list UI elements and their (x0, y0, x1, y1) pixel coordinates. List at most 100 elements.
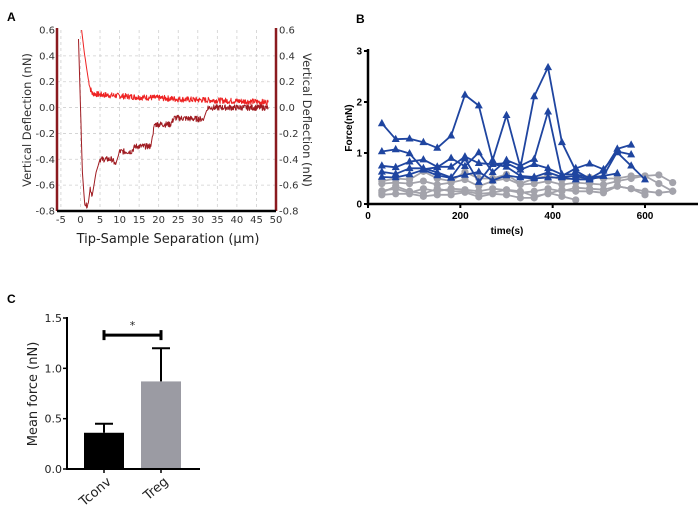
b-point-triangle (502, 162, 511, 170)
a-tick-labels: -5 0 5 10 15 20 25 30 35 40 45 50-0.8 -0.8-0.6 -0.6-0… (35, 26, 298, 227)
c-y-tick-label: 0.0 (45, 463, 63, 476)
c-x-tick-label: Tconv (76, 474, 115, 510)
b-point-circle (419, 177, 427, 185)
b-point-triangle (419, 165, 428, 173)
b-point-circle (558, 181, 566, 189)
b-point-triangle (627, 150, 636, 158)
b-point-circle (655, 189, 663, 197)
b-point-triangle (571, 175, 580, 183)
b-point-circle (530, 187, 538, 195)
a-y-tick-label-right: 0.2 (279, 77, 295, 88)
c-significance: * (102, 319, 163, 341)
b-point-triangle (405, 149, 414, 157)
c-x-tick-label: Treg (140, 475, 171, 505)
a-y-tick-label: 0.6 (39, 26, 55, 37)
b-point-circle (516, 187, 524, 195)
b-point-triangle (557, 137, 566, 146)
b-point-circle (641, 191, 649, 199)
a-y-tick-label: -0.2 (35, 129, 55, 140)
b-point-circle (627, 185, 635, 193)
b-point-triangle (530, 174, 539, 182)
b-point-triangle (544, 163, 553, 172)
b-point-circle (530, 192, 538, 200)
b-point-circle (558, 186, 566, 194)
b-point-triangle (447, 162, 456, 170)
b-y-tick-label: 3 (356, 47, 362, 58)
b-tick-labels: 0 1 2 3 0 200 400 600 (356, 47, 653, 223)
b-point-triangle (447, 131, 456, 139)
b-y-tick-label: 0 (356, 200, 362, 211)
a-y-tick-label: -0.4 (35, 155, 55, 166)
b-point-circle (378, 180, 386, 188)
b-point-triangle (460, 90, 469, 98)
b-point-triangle (460, 161, 469, 170)
a-y-tick-label: 0.0 (39, 103, 55, 114)
b-point-circle (392, 190, 400, 198)
panel-label-b: B (356, 12, 365, 26)
b-point-triangle (488, 167, 497, 176)
a-y-axis-label: Vertical Deflection (nN) (20, 53, 34, 187)
b-point-triangle (488, 176, 497, 184)
b-point-circle (613, 177, 621, 185)
a-x-tick-label: 45 (250, 215, 263, 226)
a-y-tick-label-right: 0.4 (279, 51, 295, 62)
a-y-axis-label-right: Vertical Deflection (nN) (300, 53, 314, 187)
b-axes (364, 49, 698, 208)
b-point-triangle (557, 172, 566, 181)
b-x-tick-label: 400 (544, 211, 561, 222)
b-point-circle (378, 189, 386, 197)
b-point-triangle (377, 161, 386, 169)
b-point-triangle (530, 159, 539, 168)
c-bars (84, 347, 181, 469)
b-point-triangle (391, 144, 400, 153)
a-series-approach (81, 29, 269, 106)
c-y-tick-label: 0.5 (45, 413, 63, 426)
b-point-triangle (516, 165, 525, 173)
a-y-tick-label: -0.8 (35, 207, 55, 218)
b-point-triangle (488, 159, 497, 168)
b-point-triangle (433, 162, 442, 170)
a-y-tick-label-right: -0.2 (279, 129, 299, 140)
b-point-circle (516, 194, 524, 202)
b-point-triangle (488, 155, 497, 163)
b-point-triangle (419, 137, 428, 146)
b-point-triangle (474, 101, 483, 109)
b-point-triangle (405, 163, 414, 172)
b-point-triangle (474, 177, 483, 185)
b-series (377, 62, 677, 204)
b-point-circle (669, 178, 677, 187)
a-y-tick-label: -0.6 (35, 181, 55, 192)
b-point-triangle (377, 118, 386, 127)
b-point-triangle (391, 162, 400, 171)
a-x-tick-label: 25 (172, 215, 185, 226)
b-point-circle (447, 187, 455, 195)
b-point-circle (544, 190, 552, 198)
b-point-triangle (460, 154, 469, 162)
b-point-triangle (447, 153, 456, 161)
b-point-triangle (405, 157, 414, 165)
c-y-axis-label: Mean force (nN) (26, 342, 41, 447)
b-point-triangle (433, 170, 442, 179)
b-point-circle (405, 187, 414, 195)
b-point-triangle (433, 143, 442, 151)
a-y-tick-label-right: -0.6 (279, 181, 299, 192)
b-point-triangle (502, 170, 511, 179)
a-y-tick-label-right: 0.6 (279, 26, 295, 37)
b-point-circle (419, 185, 427, 193)
b-y-axis-label: Force(nN) (344, 104, 355, 151)
c-y-tick-label: 1.5 (45, 312, 63, 325)
b-point-circle (502, 191, 511, 199)
panel-a-chart: -5 0 5 10 15 20 25 30 35 40 45 50-0.8 -0.8-0.6 -0.6-0… (20, 26, 314, 248)
b-point-triangle (641, 175, 649, 183)
b-point-circle (461, 187, 469, 195)
b-point-triangle (405, 169, 414, 178)
a-y-tick-label-right: -0.8 (279, 207, 299, 218)
b-point-circle (392, 182, 400, 190)
b-point-circle (627, 174, 635, 183)
a-x-tick-label: 35 (211, 215, 224, 226)
a-y-tick-label-right: -0.4 (279, 155, 299, 166)
b-point-triangle (474, 167, 483, 175)
b-point-triangle (516, 161, 525, 169)
b-point-circle (669, 187, 677, 195)
